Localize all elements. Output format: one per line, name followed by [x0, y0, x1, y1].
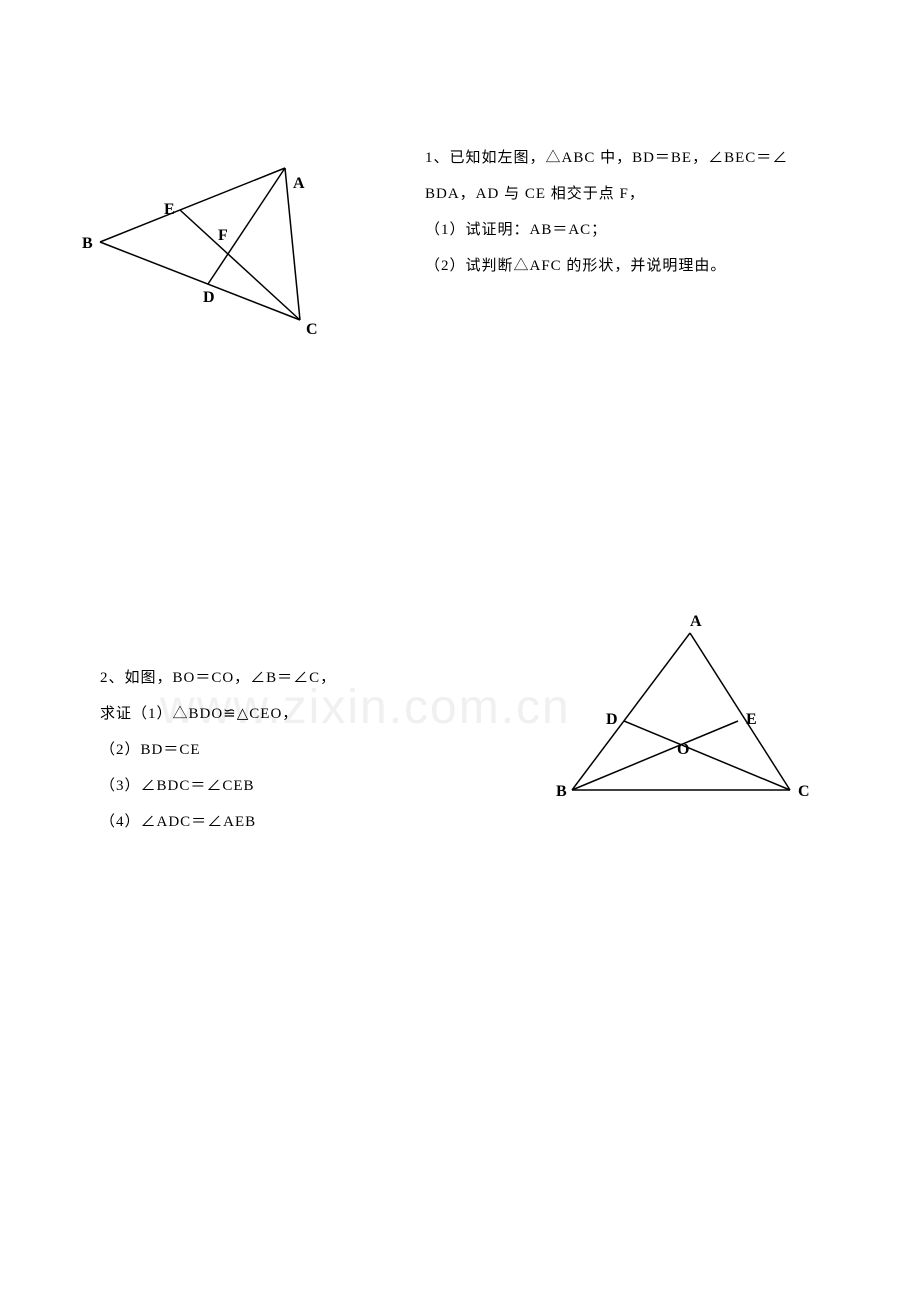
text-line: （2）BD＝CE — [100, 732, 336, 768]
edge-A-B — [572, 633, 690, 790]
point-label-B: B — [556, 783, 567, 800]
point-label-E: E — [746, 711, 757, 728]
point-label-C: C — [798, 783, 810, 800]
text-line: 求证（1）△BDO≌△CEO， — [100, 696, 336, 732]
text-line: （4）∠ADC＝∠AEB — [100, 804, 336, 840]
text-line: 2、如图，BO＝CO，∠B＝∠C， — [100, 660, 336, 696]
edge-C-D — [624, 721, 790, 790]
edge-A-C — [690, 633, 790, 790]
edge-B-E — [572, 721, 738, 790]
point-label-D: D — [606, 711, 618, 728]
problem2-text-block: 2、如图，BO＝CO，∠B＝∠C，求证（1）△BDO≌△CEO，（2）BD＝CE… — [100, 660, 336, 840]
point-label-O: O — [677, 741, 689, 758]
point-label-A: A — [690, 613, 702, 630]
text-line: （3）∠BDC＝∠CEB — [100, 768, 336, 804]
